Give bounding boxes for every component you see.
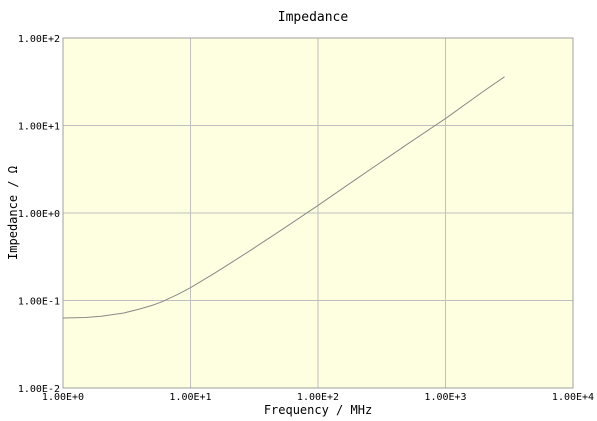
x-tick-label: 1.00E+2 — [297, 392, 339, 403]
x-tick-label: 1.00E+0 — [42, 392, 84, 403]
chart-title: Impedance — [278, 10, 349, 25]
x-tick-label: 1.00E+1 — [169, 392, 211, 403]
y-axis-label: Impedance / Ω — [6, 166, 20, 260]
y-axis-ticks: 1.00E-2 1.00E-1 1.00E+0 1.00E+1 1.00E+2 — [18, 34, 60, 395]
impedance-series-line — [62, 76, 505, 319]
y-tick-label: 1.00E+0 — [18, 209, 60, 220]
x-axis-ticks: 1.00E+0 1.00E+1 1.00E+2 1.00E+3 1.00E+4 — [42, 392, 594, 403]
y-tick-label: 1.00E+2 — [18, 34, 60, 45]
plot-frame — [62, 37, 574, 389]
x-tick-label: 1.00E+3 — [424, 392, 466, 403]
y-tick-label: 1.00E+1 — [18, 122, 60, 133]
x-axis-label: Frequency / MHz — [264, 403, 372, 417]
y-tick-label: 1.00E-1 — [18, 297, 60, 308]
x-tick-label: 1.00E+4 — [552, 392, 594, 403]
series-group — [62, 76, 505, 319]
y-tick-label: 1.00E-2 — [18, 384, 60, 395]
